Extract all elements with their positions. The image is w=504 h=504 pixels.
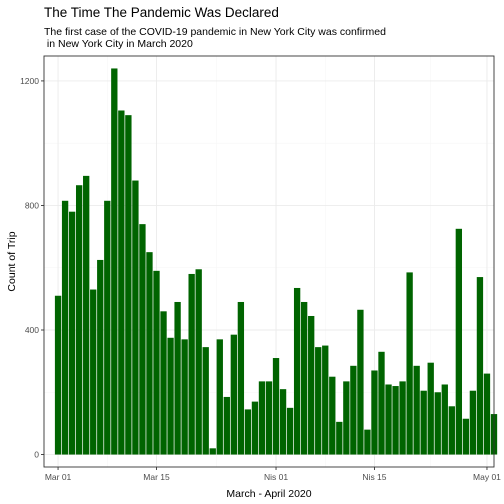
bar	[406, 272, 413, 455]
bar	[125, 115, 132, 455]
bar	[223, 396, 230, 455]
bar	[132, 180, 139, 455]
x-tick-label: Nis 15	[362, 472, 386, 482]
x-tick-label: Mar 01	[45, 472, 72, 482]
bar	[251, 401, 259, 455]
bar	[258, 381, 266, 455]
bar	[244, 409, 252, 455]
y-tick-label: 400	[25, 325, 39, 335]
x-tick-label: Mar 15	[143, 472, 170, 482]
x-tick-label: May 01	[473, 472, 501, 482]
bar	[61, 200, 69, 455]
bar	[139, 224, 146, 455]
bar	[315, 347, 322, 455]
bar	[202, 347, 209, 455]
bar	[469, 390, 477, 455]
bar	[308, 315, 315, 455]
bar	[118, 110, 125, 455]
bar	[399, 381, 406, 455]
bar	[237, 301, 245, 455]
y-tick-label: 800	[25, 200, 39, 210]
bar	[279, 389, 287, 455]
bar	[350, 365, 357, 455]
bar	[434, 392, 441, 455]
bar	[455, 228, 463, 455]
bar	[448, 406, 455, 455]
bar	[293, 287, 301, 455]
chart-subtitle-line-2: in New York City in March 2020	[44, 38, 193, 50]
bar	[174, 301, 181, 455]
bar	[111, 68, 118, 455]
bar	[300, 301, 308, 455]
bar	[336, 421, 343, 455]
bar	[68, 211, 76, 455]
bar	[90, 289, 97, 455]
bar	[343, 381, 350, 455]
bar	[146, 252, 153, 455]
bar	[97, 259, 104, 455]
bar	[378, 351, 385, 455]
bar	[357, 309, 364, 455]
bar	[83, 175, 90, 455]
chart-subtitle-line-1: The first case of the COVID-19 pandemic …	[44, 26, 386, 38]
panel-border	[43, 55, 495, 468]
x-axis-title: March - April 2020	[226, 488, 311, 500]
bar	[104, 200, 111, 455]
bar	[392, 386, 399, 455]
bars	[54, 68, 498, 455]
y-tick-label: 0	[34, 450, 39, 460]
chart-title: The Time The Pandemic Was Declared	[44, 5, 279, 20]
bar	[75, 185, 83, 455]
bar	[195, 269, 202, 455]
bar	[54, 295, 62, 455]
x-tick-label: Nis 01	[264, 472, 288, 482]
bar	[286, 407, 294, 455]
plot-panel	[43, 55, 498, 468]
bar	[329, 376, 336, 455]
bar	[420, 390, 427, 455]
bar	[153, 270, 160, 455]
bar	[160, 311, 167, 455]
x-axis: Mar 01 Mar 15 Nis 01 Nis 15 May 01	[45, 467, 501, 482]
bar	[385, 384, 392, 455]
bar	[483, 373, 491, 455]
bar	[181, 339, 188, 455]
bar	[265, 381, 273, 455]
bar	[230, 334, 238, 455]
bar	[167, 337, 174, 455]
y-axis: 0 400 800 1200	[20, 76, 44, 460]
y-tick-label: 1200	[20, 76, 39, 86]
bar	[427, 362, 434, 455]
bar	[441, 384, 448, 455]
bar	[413, 365, 420, 455]
bar	[371, 370, 378, 455]
bar	[272, 358, 280, 455]
bar	[216, 339, 223, 455]
y-axis-title: Count of Trip	[6, 231, 18, 291]
bar	[462, 418, 470, 455]
bar	[209, 448, 216, 455]
bar	[364, 429, 371, 455]
bar	[322, 345, 329, 455]
bar	[188, 273, 195, 455]
bar	[476, 277, 484, 455]
